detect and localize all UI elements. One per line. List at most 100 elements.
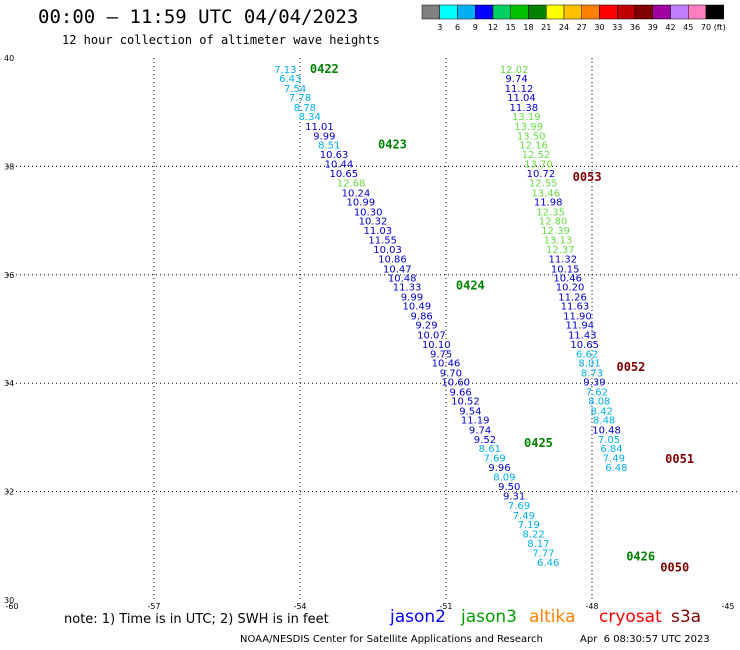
wave-height-label: 9.50 xyxy=(498,482,520,493)
wave-height-label: 11.63 xyxy=(561,302,590,313)
wave-height-label: 12.37 xyxy=(546,245,575,256)
colorbar-swatch xyxy=(634,4,653,20)
wave-height-label: 7.78 xyxy=(289,93,311,104)
wave-height-label: 10.99 xyxy=(347,198,376,209)
colorbar-label: 3 xyxy=(437,23,442,32)
wave-height-label: 8.42 xyxy=(591,406,613,417)
page-title: 00:00 – 11:59 UTC 04/04/2023 xyxy=(38,6,359,28)
wave-height-label: 10.48 xyxy=(388,274,417,285)
colorbar-label: 30 xyxy=(594,23,604,32)
legend-jason2: jason2 xyxy=(390,607,446,627)
wave-height-label: 6.48 xyxy=(605,463,627,474)
wave-height-label: 11.03 xyxy=(364,226,393,237)
colorbar-label: 6 xyxy=(455,23,460,32)
wave-height-label: 8.51 xyxy=(318,141,340,152)
y-tick-label: 38 xyxy=(4,162,14,171)
wave-height-label: 10.52 xyxy=(451,397,480,408)
x-tick-label: -51 xyxy=(439,602,452,611)
legend-cryosat: cryosat xyxy=(599,607,662,627)
timestamp-text: Apr 6 08:30:57 UTC 2023 xyxy=(580,634,710,645)
colorbar-label: 70 xyxy=(701,23,711,32)
wave-height-label: 13.19 xyxy=(512,112,541,123)
colorbar-swatch xyxy=(457,4,476,20)
wave-height-label: 10.49 xyxy=(402,302,431,313)
wave-height-label: 11.43 xyxy=(568,330,597,341)
wave-height-label: 9.96 xyxy=(488,463,510,474)
wave-height-label: 6.46 xyxy=(537,558,559,569)
wave-height-label: 10.07 xyxy=(417,330,446,341)
credit-text: NOAA/NESDIS Center for Satellite Applica… xyxy=(240,634,543,645)
colorbar-swatch xyxy=(617,4,636,20)
wave-height-label: 11.12 xyxy=(505,84,534,95)
colorbar-swatch xyxy=(688,4,707,20)
wave-height-label: 10.03 xyxy=(373,245,402,256)
wave-height-label: 7.69 xyxy=(484,453,506,464)
wave-height-label: 11.33 xyxy=(393,283,422,294)
colorbar-label: 33 xyxy=(612,23,622,32)
wave-height-label: 11.38 xyxy=(510,103,539,114)
wave-height-label: 8.48 xyxy=(593,416,615,427)
wave-height-label: 13.46 xyxy=(531,188,560,199)
wave-height-label: 9.52 xyxy=(474,435,496,446)
wave-height-label: 9.74 xyxy=(505,74,527,85)
colorbar-swatch xyxy=(563,4,582,20)
wave-height-label: 10.46 xyxy=(553,274,582,285)
wave-height-label: 8.22 xyxy=(522,529,544,540)
colorbar-label: 45 xyxy=(683,23,693,32)
colorbar-swatch xyxy=(528,4,547,20)
colorbar-label: 9 xyxy=(473,23,478,32)
legend-jason3: jason3 xyxy=(461,607,517,627)
colorbar-label: 12 xyxy=(488,23,498,32)
colorbar-swatch xyxy=(546,4,565,20)
wave-height-label: 12.02 xyxy=(500,65,529,76)
wave-height-label: 8.08 xyxy=(588,397,610,408)
wave-height-label: 10.63 xyxy=(320,150,349,161)
wave-height-label: 12.35 xyxy=(536,207,565,218)
wave-height-label: 10.47 xyxy=(383,264,412,275)
wave-height-label: 7.69 xyxy=(508,501,530,512)
wave-height-label: 10.65 xyxy=(329,169,358,180)
colorbar-swatch xyxy=(599,4,618,20)
wave-height-label: 9.54 xyxy=(459,406,481,417)
pass-label: 0053 xyxy=(573,170,602,184)
wave-height-label: 9.70 xyxy=(440,368,462,379)
wave-height-label: 11.04 xyxy=(507,93,536,104)
wave-height-label: 7.49 xyxy=(603,453,625,464)
wave-height-label: 11.90 xyxy=(563,311,592,322)
colorbar-swatch xyxy=(705,4,724,20)
colorbar-label: 21 xyxy=(541,23,551,32)
colorbar-swatch xyxy=(581,4,600,20)
wave-height-label: 10.72 xyxy=(527,169,556,180)
wave-height-label: 9.39 xyxy=(583,378,605,389)
colorbar-label: 42 xyxy=(665,23,675,32)
y-tick-label: 36 xyxy=(4,271,14,280)
wave-height-label: 9.74 xyxy=(469,425,491,436)
colorbar-label: 24 xyxy=(559,23,569,32)
wave-height-label: 12.16 xyxy=(519,141,548,152)
wave-height-label: 11.32 xyxy=(548,255,577,266)
wave-height-label: 12.55 xyxy=(529,179,558,190)
wave-height-label: 6.84 xyxy=(600,444,622,455)
colorbar-label: 36 xyxy=(630,23,640,32)
wave-height-label: 11.26 xyxy=(558,292,587,303)
pass-label: 0426 xyxy=(626,550,655,564)
wave-height-label: 11.94 xyxy=(566,321,595,332)
wave-height-label: 7.62 xyxy=(586,387,608,398)
x-tick-label: -60 xyxy=(5,602,18,611)
wave-height-label: 12.80 xyxy=(539,217,568,228)
wave-height-label: 10.86 xyxy=(378,255,407,266)
colorbar-swatch xyxy=(439,4,458,20)
wave-height-label: 10.44 xyxy=(325,160,354,171)
colorbar-swatch xyxy=(510,4,529,20)
x-tick-label: -45 xyxy=(721,602,734,611)
pass-label: 0050 xyxy=(660,560,689,574)
wave-height-label: 8.61 xyxy=(479,444,501,455)
wave-height-label: 8.73 xyxy=(581,368,603,379)
wave-height-label: 10.48 xyxy=(592,425,621,436)
wave-height-label: 9.86 xyxy=(411,311,433,322)
pass-label: 0422 xyxy=(310,62,339,76)
wave-height-label: 8.78 xyxy=(294,103,316,114)
y-tick-label: 32 xyxy=(4,488,14,497)
wave-height-label: 9.99 xyxy=(313,132,335,143)
